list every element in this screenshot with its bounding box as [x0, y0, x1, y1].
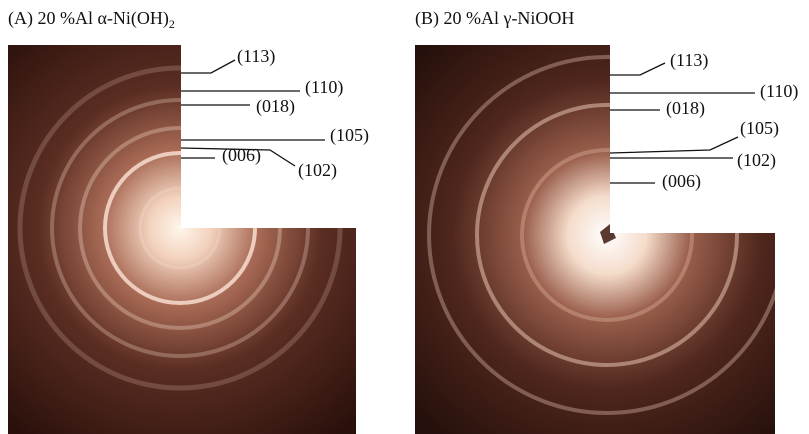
diffraction-pattern — [8, 45, 356, 434]
label-text: (018) — [256, 96, 295, 117]
label-text: (006) — [662, 171, 701, 192]
label-text: (110) — [305, 77, 343, 98]
label-text: 2 — [169, 17, 175, 31]
label-text: (006) — [222, 145, 261, 166]
index-labels: (113) (110) (018) (105) (102) (006) — [181, 46, 369, 181]
figure: (A) 20 %Al α-Ni(OH)2 (113) (110) (018) (… — [0, 0, 809, 434]
label-text: (105) — [330, 125, 369, 146]
label-text: (102) — [298, 160, 337, 181]
panel-title: (B) 20 %Al γ-NiOOH — [415, 8, 574, 29]
label-text: (A) 20 %Al α-Ni(OH) — [8, 8, 169, 29]
label-text: (102) — [737, 150, 776, 171]
label-text: (113) — [670, 50, 708, 71]
panel-title: (A) 20 %Al α-Ni(OH)2 — [8, 8, 175, 31]
label-text: (018) — [666, 98, 705, 119]
label-text: (105) — [740, 118, 779, 139]
label-text: (110) — [760, 81, 798, 102]
index-labels: (113) (110) (018) (105) (102) (006) — [610, 50, 798, 192]
diffraction-pattern — [415, 45, 785, 434]
label-text: (113) — [237, 46, 275, 67]
